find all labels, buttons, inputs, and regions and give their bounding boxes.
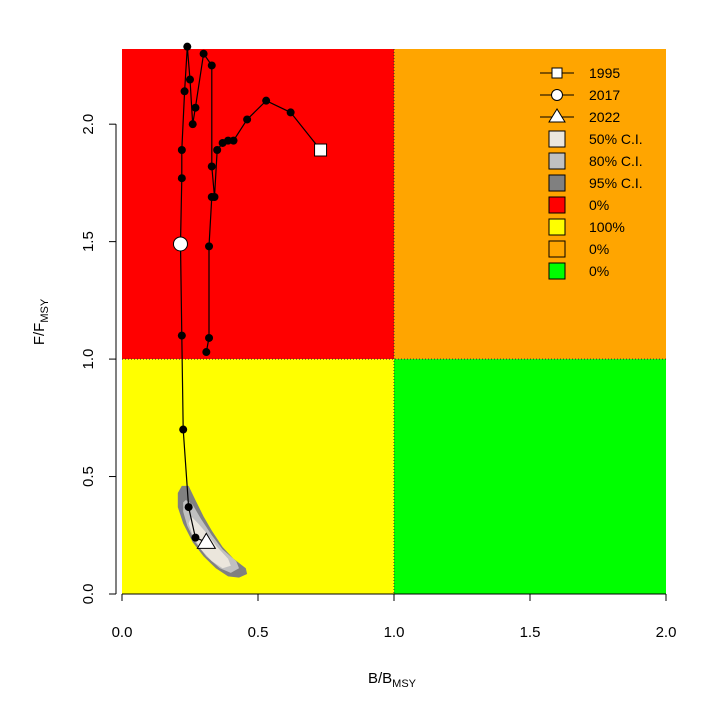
x-tick-label: 1.0 bbox=[384, 624, 405, 641]
trajectory-point-2 bbox=[262, 96, 271, 105]
trajectory-point-27 bbox=[205, 333, 214, 342]
trajectory-point-14 bbox=[186, 75, 194, 84]
legend-label: 2017 bbox=[589, 87, 620, 103]
x-axis-label: B/BMSY bbox=[368, 670, 417, 690]
legend-label: 0% bbox=[589, 197, 609, 213]
legend-triangle-icon bbox=[548, 108, 566, 123]
trajectory-point-15 bbox=[183, 42, 192, 51]
y-tick-label: 0.5 bbox=[80, 466, 97, 487]
trajectory-point-11 bbox=[199, 49, 208, 58]
trajectory-point-18 bbox=[177, 174, 186, 183]
quadrant-bottom-right bbox=[394, 359, 666, 594]
legend-label: 0% bbox=[589, 263, 609, 279]
trajectory-point-12 bbox=[191, 103, 200, 112]
legend-label: 50% C.I. bbox=[589, 131, 643, 147]
quadrant-top-right bbox=[394, 49, 666, 360]
trajectory-point-6 bbox=[218, 138, 227, 147]
legend-swatch-6 bbox=[548, 196, 566, 214]
legend-swatch-7 bbox=[548, 218, 566, 236]
x-tick-label: 1.5 bbox=[520, 624, 541, 641]
legend-swatch-4 bbox=[548, 152, 566, 170]
legend-label: 100% bbox=[589, 219, 625, 235]
quadrant-backgrounds bbox=[122, 49, 666, 594]
trajectory-point-10 bbox=[207, 61, 216, 70]
legend-square-icon bbox=[551, 67, 563, 79]
legend-label: 1995 bbox=[589, 65, 620, 81]
trajectory-point-1 bbox=[286, 108, 295, 117]
y-axis-label: F/FMSY bbox=[31, 298, 51, 345]
y-tick-label: 1.0 bbox=[80, 349, 97, 370]
trajectory-branch-line bbox=[205, 196, 213, 353]
x-tick-label: 0.0 bbox=[112, 624, 133, 641]
trajectory-point-20 bbox=[177, 331, 186, 340]
x-axis: 0.0 0.5 1.0 1.5 2.0 bbox=[112, 593, 677, 641]
year-markers bbox=[172, 143, 328, 549]
y-tick-label: 0.0 bbox=[80, 584, 97, 605]
reference-lines bbox=[122, 49, 666, 594]
quadrant-bottom-left bbox=[122, 359, 394, 594]
trajectory-point-17 bbox=[177, 146, 186, 155]
legend-swatch-5 bbox=[548, 174, 566, 192]
legend-label: 95% C.I. bbox=[589, 175, 643, 191]
legend-swatch-9 bbox=[548, 262, 566, 280]
legend: 1995 2017 2022 50% C.I. 80% C.I. 95% C.I. 0% 10… bbox=[540, 65, 643, 280]
y-axis: 0.0 0.5 1.0 1.5 2.0 bbox=[80, 114, 117, 605]
marker-circle-2017 bbox=[172, 236, 188, 252]
trajectory-point-25 bbox=[207, 192, 216, 201]
x-tick-label: 2.0 bbox=[656, 624, 677, 641]
trajectory-point-26 bbox=[205, 242, 214, 251]
trajectory-point-7 bbox=[213, 146, 222, 155]
legend-label: 2022 bbox=[589, 109, 620, 125]
trajectory-point-9 bbox=[207, 162, 216, 171]
trajectory-point-23 bbox=[191, 533, 200, 542]
trajectory-point-3 bbox=[243, 115, 252, 124]
marker-triangle-2022 bbox=[196, 532, 217, 549]
y-tick-label: 2.0 bbox=[80, 114, 97, 135]
legend-label: 0% bbox=[589, 241, 609, 257]
legend-swatch-3 bbox=[548, 130, 566, 148]
y-tick-label: 1.5 bbox=[80, 231, 97, 252]
trajectory-point-13 bbox=[188, 120, 197, 129]
legend-swatch-8 bbox=[548, 240, 566, 258]
trajectory-point-22 bbox=[184, 503, 193, 512]
legend-label: 80% C.I. bbox=[589, 153, 643, 169]
confidence-region-0 bbox=[177, 485, 248, 578]
legend-circle-icon bbox=[551, 89, 563, 101]
trajectory bbox=[176, 42, 325, 547]
trajectory-point-21 bbox=[179, 425, 188, 434]
trajectory-point-28 bbox=[202, 348, 211, 357]
quadrant-top-left bbox=[122, 49, 394, 360]
x-tick-label: 0.5 bbox=[248, 624, 269, 641]
marker-square-1995 bbox=[314, 143, 328, 157]
confidence-region-1 bbox=[183, 500, 239, 573]
trajectory-point-16 bbox=[180, 87, 189, 96]
